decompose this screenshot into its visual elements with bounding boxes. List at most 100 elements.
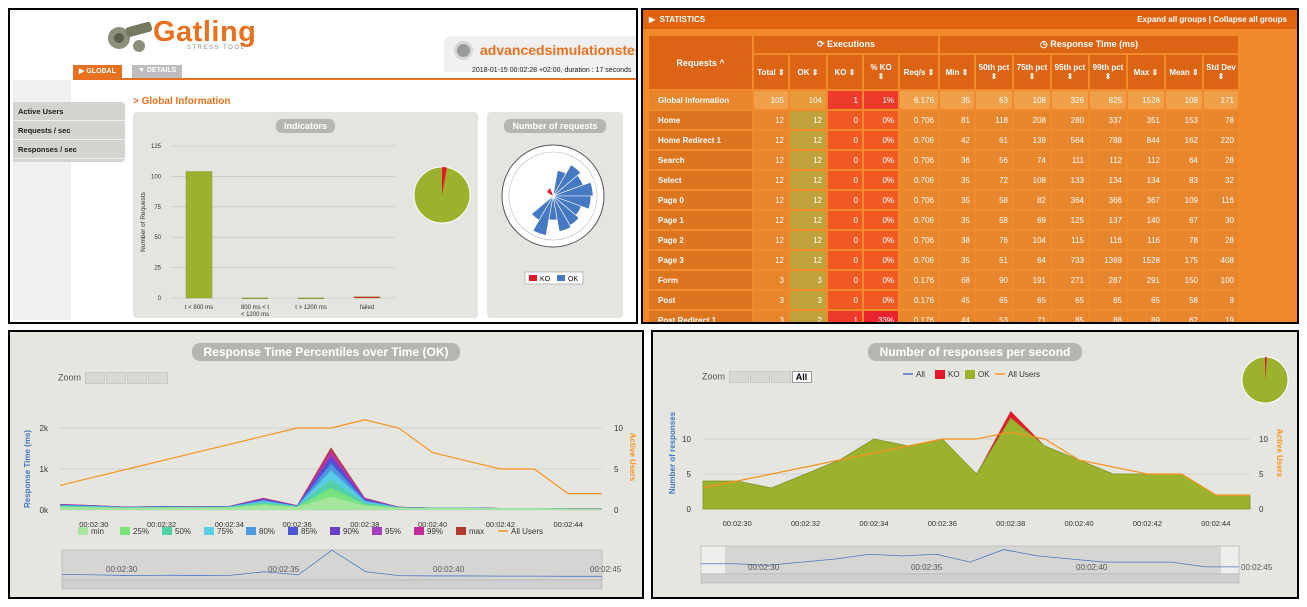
- navigator-scrollbar: [700, 573, 1240, 584]
- table-row[interactable]: Post Redirect 1 3 2 1 33% 0.176 44 53 71 85 88 89 62…: [649, 311, 1238, 322]
- navigator-label: 00:02:40: [433, 565, 465, 574]
- cell: 72: [976, 171, 1012, 189]
- cell: 64: [1014, 251, 1050, 269]
- sidebar-item-responses[interactable]: Responses / sec: [13, 140, 125, 159]
- cell: 0.176: [900, 271, 938, 289]
- cell: 35: [940, 171, 974, 189]
- legend-label: All Users: [511, 527, 543, 536]
- col-header[interactable]: % KO ⇕: [864, 55, 898, 89]
- cell: 53: [976, 311, 1012, 322]
- expand-collapse-links[interactable]: Expand all groups | Collapse all groups: [1137, 15, 1287, 24]
- legend-label: max: [469, 527, 484, 536]
- zoom-all-button[interactable]: All: [791, 371, 812, 383]
- percentiles-title: Response Time Percentiles over Time (OK): [191, 343, 461, 361]
- cell: 220: [1204, 131, 1238, 149]
- y-tick-label: 0: [687, 505, 692, 514]
- navigator-label: 00:02:35: [911, 563, 943, 572]
- cell: 28: [1204, 151, 1238, 169]
- col-header[interactable]: 99th pct ⇕: [1090, 55, 1126, 89]
- cell: 0: [828, 251, 862, 269]
- zoom-button[interactable]: [126, 372, 147, 384]
- cell: 112: [1128, 151, 1164, 169]
- cell: 0.706: [900, 151, 938, 169]
- ok-area: [702, 417, 1251, 510]
- col-header[interactable]: Mean ⇕: [1166, 55, 1202, 89]
- table-row[interactable]: Page 2 12 12 0 0% 0.706 38 76 104 115 116 116 78 28: [649, 231, 1238, 249]
- cell: 287: [1090, 271, 1126, 289]
- col-header[interactable]: OK ⇕: [790, 55, 826, 89]
- row-name: Page 0: [649, 191, 752, 209]
- cell: 367: [1128, 191, 1164, 209]
- col-header[interactable]: 75th pct ⇕: [1014, 55, 1050, 89]
- table-row[interactable]: Home 12 12 0 0% 0.706 81 118 208 280 337 351 153 78: [649, 111, 1238, 129]
- x-tick-label: 00:02:40: [418, 520, 447, 529]
- bar: [353, 296, 381, 299]
- y-tick-label: 125: [151, 144, 162, 150]
- col-header[interactable]: 50th pct ⇕: [976, 55, 1012, 89]
- row-name: Home Redirect 1: [649, 131, 752, 149]
- tab-global[interactable]: ▶ GLOBAL: [73, 65, 122, 78]
- cell: 116: [1090, 231, 1126, 249]
- cell: 564: [1052, 131, 1088, 149]
- legend-label: 85%: [301, 527, 317, 536]
- group-executions: ⟳ Executions: [754, 36, 938, 53]
- table-row[interactable]: Page 1 12 12 0 0% 0.706 35 58 69 125 137 140 67 30: [649, 211, 1238, 229]
- row-name: Search: [649, 151, 752, 169]
- cell: 134: [1090, 171, 1126, 189]
- cell: 35: [940, 211, 974, 229]
- zoom-button[interactable]: [749, 371, 770, 383]
- table-row[interactable]: Home Redirect 1 12 12 0 0% 0.706 42 61 139 564 788…: [649, 131, 1238, 149]
- col-header[interactable]: Min ⇕: [940, 55, 974, 89]
- col-header[interactable]: 95th pct ⇕: [1052, 55, 1088, 89]
- col-header[interactable]: KO ⇕: [828, 55, 862, 89]
- col-header[interactable]: Req/s ⇕: [900, 55, 938, 89]
- legend-swatch: [204, 527, 214, 535]
- zoom-button[interactable]: [728, 371, 749, 383]
- table-row[interactable]: Select 12 12 0 0% 0.706 35 72 108 133 134 134 83 32: [649, 171, 1238, 189]
- x-tick-label: 00:02:40: [1064, 519, 1093, 528]
- cell: 0.706: [900, 131, 938, 149]
- table-row[interactable]: Page 3 12 12 0 0% 0.706 35 51 64 733 1369 1528 175 40…: [649, 251, 1238, 269]
- table-row[interactable]: Post 3 3 0 0% 0.176 45 65 65 65 65 65 58 9: [649, 291, 1238, 309]
- legend-label: All: [916, 370, 925, 379]
- zoom-button[interactable]: [105, 372, 126, 384]
- cell: 33%: [864, 311, 898, 322]
- row-name: Form: [649, 271, 752, 289]
- responses-title: Number of responses per second: [867, 343, 1083, 361]
- y-tick-label: 2k: [40, 424, 49, 433]
- row-name: Post Redirect 1: [649, 311, 752, 322]
- col-header[interactable]: Total ⇕: [754, 55, 788, 89]
- zoom-button[interactable]: [147, 372, 168, 384]
- cell: 19: [1204, 311, 1238, 322]
- y-tick-label: 0k: [40, 506, 49, 515]
- x-tick-label: 00:02:36: [928, 519, 957, 528]
- col-header[interactable]: Max ⇕: [1128, 55, 1164, 89]
- cell: 56: [976, 151, 1012, 169]
- row-name: Page 1: [649, 211, 752, 229]
- sidebar-item-active-users[interactable]: Active Users: [13, 102, 125, 121]
- zoom-button[interactable]: [770, 371, 791, 383]
- zoom-button[interactable]: [84, 372, 105, 384]
- y-tick-label: 25: [154, 266, 161, 272]
- x-tick-label: 00:02:32: [791, 519, 820, 528]
- table-row[interactable]: Form 3 3 0 0% 0.176 68 90 191 271 287 291 150 100: [649, 271, 1238, 289]
- col-header[interactable]: Std Dev ⇕: [1204, 55, 1238, 89]
- legend-swatch: [935, 370, 945, 379]
- cell: 0: [828, 171, 862, 189]
- table-row[interactable]: Search 12 12 0 0% 0.706 36 56 74 111 112 112 64 28: [649, 151, 1238, 169]
- table-row[interactable]: Global Information 105 104 1 1% 6.176 35 63 108 3…: [649, 91, 1238, 109]
- cannon-icon: [108, 21, 153, 52]
- x-tick-label: 00:02:42: [486, 520, 515, 529]
- x-tick-label: 00:02:30: [723, 519, 752, 528]
- run-info: 2018-01-15 00:02:28 +02:00, duration : 1…: [472, 67, 632, 74]
- zoom-controls: Zoom All: [702, 371, 812, 383]
- col-requests[interactable]: Requests ^: [649, 36, 752, 89]
- bar: [241, 297, 269, 300]
- navigator-label: 00:02:35: [268, 565, 300, 574]
- navigator-label: 00:02:40: [1076, 563, 1108, 572]
- cell: 64: [1166, 151, 1202, 169]
- sidebar-item-requests[interactable]: Requests / sec: [13, 121, 125, 140]
- cell: 0: [828, 291, 862, 309]
- table-row[interactable]: Page 0 12 12 0 0% 0.706 35 58 82 364 366 367 109 116: [649, 191, 1238, 209]
- tab-details[interactable]: ▼ DETAILS: [132, 65, 183, 78]
